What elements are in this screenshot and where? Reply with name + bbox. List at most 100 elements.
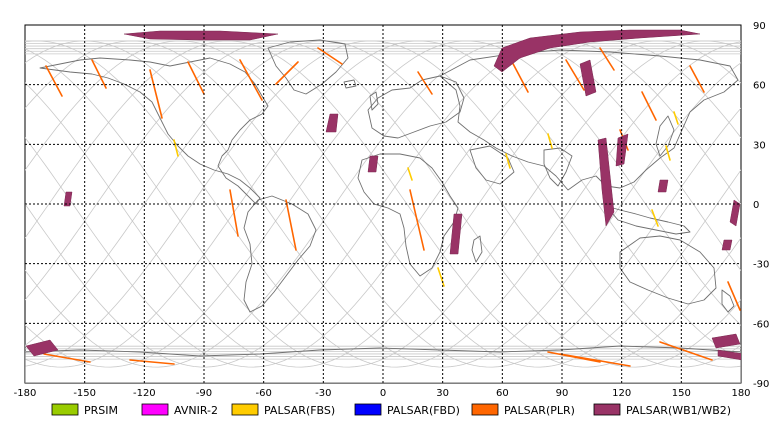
- y-tick-label: 0: [753, 200, 759, 211]
- legend-label: PALSAR(PLR): [504, 404, 575, 417]
- fbs-swath: [547, 133, 553, 149]
- plr-swath: [91, 59, 107, 89]
- legend-item[interactable]: PALSAR(WB1/WB2): [593, 403, 731, 417]
- y-axis-ticks: 90 60 30 0 -30 -60 -90: [753, 21, 769, 390]
- grid-lines: [25, 25, 741, 383]
- orbit-track: [25, 40, 741, 368]
- legend-item[interactable]: PALSAR(FBS): [231, 403, 335, 417]
- legend: PRSIM AVNIR-2 PALSAR(FBS) PALSAR(FBD) PALSAR…: [51, 403, 731, 417]
- orbit-track: [25, 40, 741, 368]
- fbs-swath: [673, 111, 679, 125]
- y-tick-label: 90: [753, 21, 766, 32]
- legend-swatch: [354, 403, 382, 416]
- y-tick-label: -60: [753, 319, 769, 330]
- orbit-track: [25, 40, 741, 368]
- wb-swath: [717, 349, 741, 361]
- y-tick-label: -90: [753, 379, 769, 390]
- orbit-track: [25, 40, 741, 368]
- fbs-swath: [173, 139, 179, 157]
- antarctica-outline: [25, 345, 741, 383]
- plr-swath: [689, 65, 705, 93]
- x-tick-label: -90: [196, 388, 212, 399]
- plr-swath: [285, 199, 297, 251]
- legend-item[interactable]: PRSIM: [51, 403, 118, 417]
- y-tick-label: -30: [753, 260, 769, 271]
- legend-swatch: [471, 403, 499, 416]
- legend-label: PALSAR(FBS): [264, 404, 335, 417]
- legend-label: PALSAR(FBD): [387, 404, 460, 417]
- x-tick-label: -150: [73, 388, 96, 399]
- y-tick-label: 60: [753, 81, 766, 92]
- x-tick-label: 30: [436, 388, 449, 399]
- plr-swath: [641, 91, 657, 121]
- x-tick-label: -30: [315, 388, 331, 399]
- y-tick-label: 30: [753, 140, 766, 151]
- x-tick-label: -120: [133, 388, 156, 399]
- indonesia-outline: [605, 205, 691, 235]
- palsar-fbs-swaths: [173, 111, 679, 287]
- plr-swath: [727, 281, 741, 311]
- plr-swath: [149, 69, 163, 119]
- orbit-track: [25, 40, 741, 368]
- fbs-swath: [651, 209, 659, 227]
- wb-swath: [449, 213, 463, 255]
- plr-swath: [239, 59, 263, 101]
- plr-swath: [129, 359, 175, 365]
- orbit-track: [25, 40, 741, 368]
- legend-swatch: [593, 403, 621, 416]
- fbs-swath: [665, 145, 671, 161]
- legend-item[interactable]: PALSAR(FBD): [354, 403, 460, 417]
- africa-outline: [357, 153, 459, 277]
- orbit-track: [25, 40, 741, 368]
- x-axis-ticks: -180 -150 -120 -90 -60 -30 0 30 60 90 120 150 180: [14, 388, 751, 399]
- plr-swath: [409, 189, 425, 251]
- wb-swath: [711, 333, 741, 349]
- wb-swath: [729, 199, 741, 227]
- plr-swath: [229, 189, 239, 237]
- wb-swath: [657, 179, 669, 193]
- orbit-track: [25, 40, 741, 368]
- wb-swath: [721, 239, 733, 251]
- wb-swath: [25, 339, 59, 357]
- north-america-outline: [39, 57, 269, 205]
- uk-outline: [369, 91, 379, 111]
- asia-outline: [439, 49, 739, 191]
- new-zealand-outline: [721, 289, 735, 313]
- plr-swath: [187, 61, 205, 95]
- europe-outline: [367, 75, 465, 139]
- australia-outline: [619, 235, 717, 305]
- legend-item[interactable]: AVNIR-2: [141, 403, 218, 417]
- legend-label: AVNIR-2: [174, 404, 218, 417]
- legend-swatch: [141, 403, 169, 416]
- japan-outline: [655, 115, 675, 157]
- south-america-outline: [243, 195, 317, 313]
- x-tick-label: 0: [380, 388, 386, 399]
- legend-item[interactable]: PALSAR(PLR): [471, 403, 575, 417]
- plr-swath: [659, 341, 713, 361]
- madagascar-outline: [471, 235, 483, 263]
- fbs-swath: [505, 153, 511, 169]
- plr-swath: [559, 353, 631, 367]
- plr-swath: [43, 353, 91, 363]
- legend-swatch: [51, 403, 79, 416]
- iceland-outline: [343, 79, 357, 89]
- plr-swath: [317, 47, 343, 65]
- orbit-track: [25, 40, 741, 368]
- wb-swath: [367, 155, 379, 173]
- x-tick-label: 90: [556, 388, 569, 399]
- plr-swath: [417, 71, 433, 95]
- legend-swatch: [231, 403, 259, 416]
- x-tick-label: -60: [255, 388, 271, 399]
- fbs-swath: [407, 167, 413, 181]
- orbit-track: [25, 40, 741, 368]
- wb-swath: [493, 29, 701, 73]
- arabia-outline: [469, 145, 515, 185]
- wb-swath: [325, 113, 339, 133]
- orbit-track: [25, 40, 741, 368]
- legend-label: PALSAR(WB1/WB2): [626, 404, 731, 417]
- x-tick-label: -180: [14, 388, 37, 399]
- x-tick-label: 180: [731, 388, 750, 399]
- x-tick-label: 120: [612, 388, 631, 399]
- wb-swath: [63, 191, 73, 207]
